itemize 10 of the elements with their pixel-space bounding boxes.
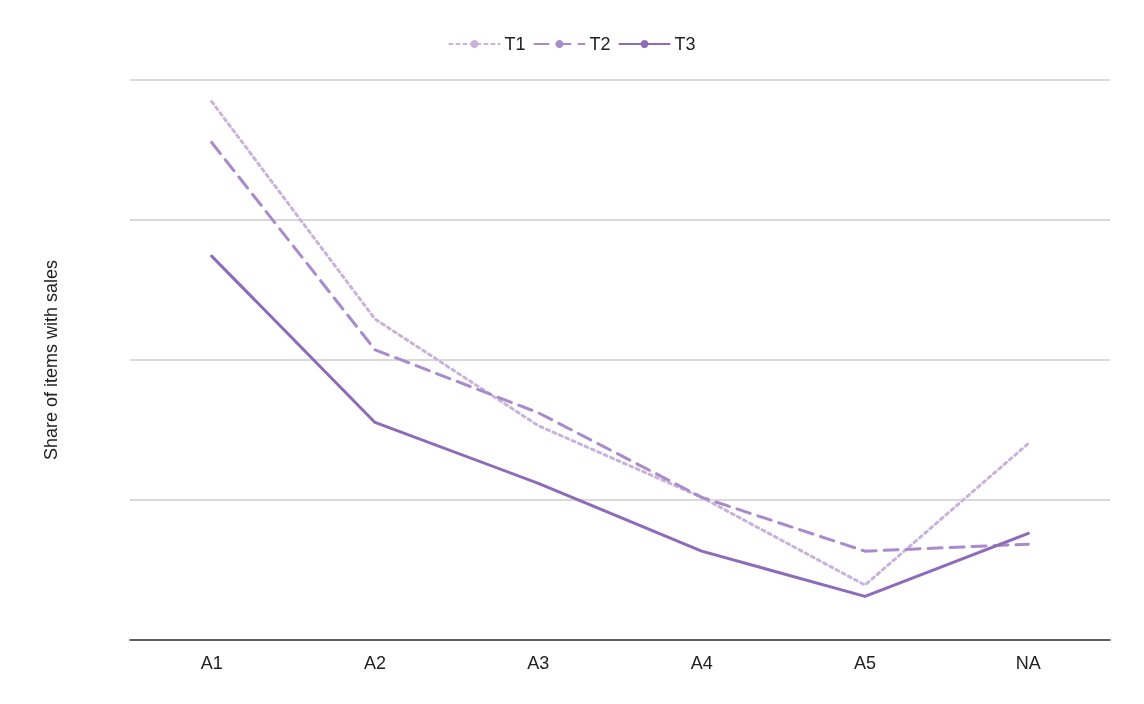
x-tick-label: A3 [527, 653, 550, 673]
legend-label: T1 [504, 34, 526, 54]
legend-label: T3 [674, 34, 696, 54]
x-tick-label: A1 [200, 653, 223, 673]
y-axis-title: Share of items with sales [41, 259, 61, 461]
x-tick-label: A4 [690, 653, 713, 673]
legend-label: T2 [589, 34, 611, 54]
x-tick-label: A5 [853, 653, 877, 673]
x-tick-label: NA [1015, 653, 1041, 673]
x-tick-label: A2 [363, 653, 387, 673]
